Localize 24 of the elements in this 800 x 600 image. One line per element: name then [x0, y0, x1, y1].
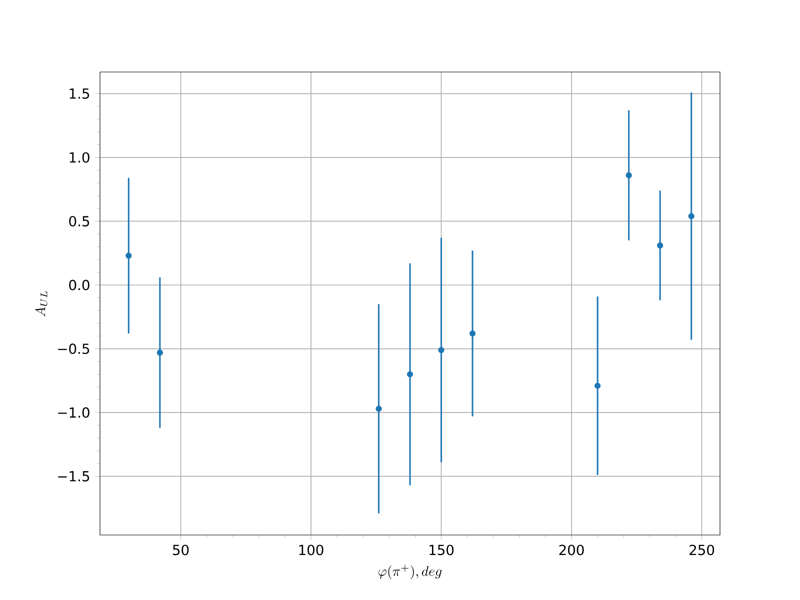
x-tick-label: 50: [173, 544, 189, 556]
y-tick-label: −0.5: [58, 344, 90, 354]
y-tick-label: −1.0: [58, 407, 90, 418]
point: [594, 382, 601, 389]
point: [126, 252, 132, 259]
point: [657, 242, 664, 249]
x-tick-label: 250: [690, 544, 714, 556]
x-tick-label: 200: [559, 544, 584, 556]
x-tick-label: 100: [299, 544, 324, 556]
point: [406, 371, 414, 378]
point: [376, 406, 382, 412]
y-tick-label: 0.5: [69, 216, 90, 226]
y-axis-title: $A_{UL}$: [35, 291, 48, 317]
y-tick-label: 1.5: [70, 88, 90, 99]
point: [438, 347, 444, 354]
y-tick-label: −1.5: [58, 471, 90, 482]
x-axis-title: $\varphi(\pi^+), deg$: [378, 564, 442, 580]
point: [688, 213, 694, 220]
point: [469, 330, 476, 337]
point: [626, 172, 632, 178]
point: [156, 350, 163, 356]
y-tick-label: 1.0: [70, 152, 90, 163]
x-tick-label: 150: [430, 544, 454, 556]
y-tick-label: 0.0: [69, 280, 90, 290]
